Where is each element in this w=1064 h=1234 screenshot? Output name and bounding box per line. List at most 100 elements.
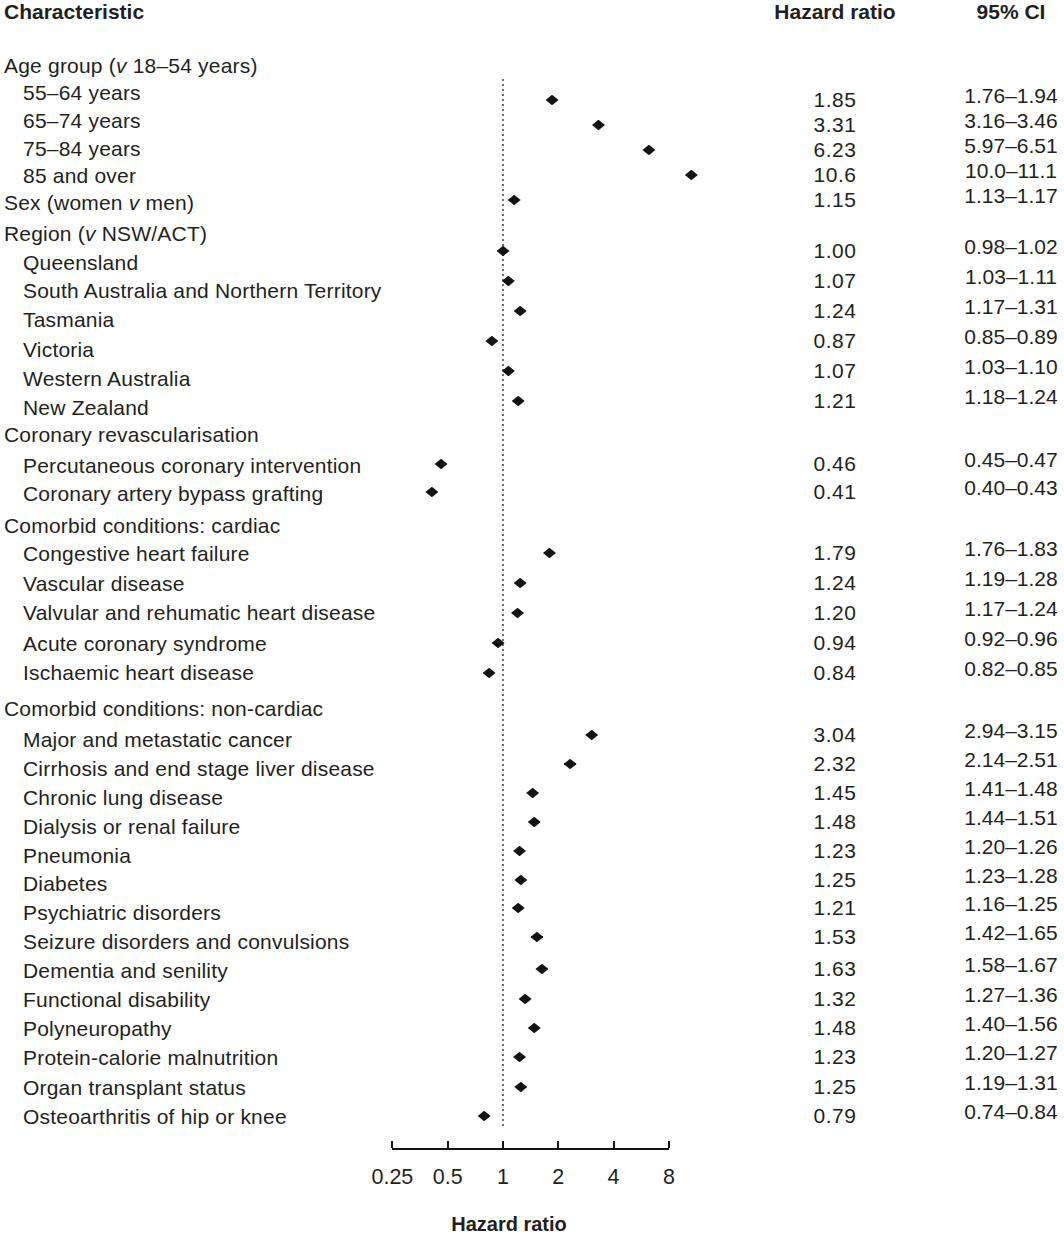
x-axis-tick-label: 2 [552, 1165, 564, 1190]
hazard-ratio-value: 10.6 [814, 163, 857, 187]
reference-line-hr1 [502, 79, 504, 1128]
hazard-ratio-value: 0.41 [814, 480, 857, 504]
row-label: 75–84 years [23, 137, 141, 161]
row-label: Functional disability [23, 988, 210, 1012]
x-axis-tick [613, 1141, 615, 1148]
column-header-hazard-ratio: Hazard ratio [774, 0, 895, 24]
hr-point-marker [508, 195, 521, 206]
x-axis-tick [447, 1141, 449, 1148]
hazard-ratio-value: 1.23 [814, 839, 857, 863]
group-header-label: Comorbid conditions: cardiac [4, 514, 280, 538]
hazard-ratio-value: 1.25 [814, 1075, 857, 1099]
hr-point-marker [511, 608, 524, 619]
hazard-ratio-value: 1.07 [814, 269, 857, 293]
ci-value: 5.97–6.51 [964, 134, 1057, 158]
hr-point-marker [513, 846, 526, 857]
x-axis-tick [557, 1141, 559, 1148]
x-axis-tick-label: 4 [608, 1165, 620, 1190]
x-axis-tick [668, 1141, 670, 1148]
ci-value: 0.92–0.96 [964, 627, 1057, 651]
hr-point-marker [585, 730, 598, 741]
x-axis-line [392, 1148, 669, 1150]
ci-value: 1.76–1.94 [964, 84, 1057, 108]
hazard-ratio-value: 1.24 [814, 571, 857, 595]
ci-value: 2.14–2.51 [964, 748, 1057, 772]
row-label: Seizure disorders and convulsions [23, 930, 349, 954]
row-label: 65–74 years [23, 109, 141, 133]
row-label: Organ transplant status [23, 1076, 246, 1100]
ci-value: 0.40–0.43 [964, 476, 1057, 500]
ci-value: 0.98–1.02 [964, 235, 1057, 259]
hr-point-marker [528, 817, 541, 828]
hazard-ratio-value: 0.79 [814, 1104, 857, 1128]
x-axis-title: Hazard ratio [451, 1213, 567, 1234]
hr-point-marker [497, 246, 510, 257]
ci-value: 0.45–0.47 [964, 448, 1057, 472]
row-label: Diabetes [23, 872, 107, 896]
row-label: Vascular disease [23, 572, 185, 596]
hazard-ratio-value: 1.45 [814, 781, 857, 805]
ci-value: 1.16–1.25 [964, 892, 1057, 916]
ci-value: 1.20–1.27 [964, 1041, 1057, 1065]
row-label: Tasmania [23, 308, 114, 332]
ci-value: 1.19–1.31 [964, 1071, 1057, 1095]
ci-value: 1.18–1.24 [964, 385, 1057, 409]
ci-value: 1.20–1.26 [964, 835, 1057, 859]
hazard-ratio-value: 1.15 [814, 188, 857, 212]
hr-point-marker [526, 788, 539, 799]
hr-point-marker [514, 875, 527, 886]
group-header-label: Age group (v 18–54 years) [4, 54, 258, 78]
x-axis-tick-label: 0.25 [371, 1165, 413, 1190]
ci-value: 3.16–3.46 [964, 109, 1057, 133]
forest-plot-figure: Characteristic Hazard ratio 95% CI Age g… [0, 0, 1064, 1234]
hr-point-marker [502, 276, 515, 287]
hazard-ratio-value: 1.85 [814, 88, 857, 112]
hr-point-marker [512, 396, 525, 407]
ci-value: 1.17–1.31 [964, 295, 1057, 319]
hazard-ratio-value: 1.00 [814, 239, 857, 263]
ci-value: 0.85–0.89 [964, 325, 1057, 349]
x-axis-tick-label: 1 [497, 1165, 509, 1190]
hazard-ratio-value: 6.23 [814, 138, 857, 162]
row-label: Osteoarthritis of hip or knee [23, 1105, 287, 1129]
ci-value: 1.44–1.51 [964, 806, 1057, 830]
row-label: Percutaneous coronary intervention [23, 454, 361, 478]
hazard-ratio-value: 1.48 [814, 1016, 857, 1040]
row-label: South Australia and Northern Territory [23, 279, 382, 303]
hazard-ratio-value: 1.23 [814, 1045, 857, 1069]
ci-value: 0.74–0.84 [964, 1100, 1057, 1124]
hr-point-marker [514, 306, 527, 317]
hr-point-marker [514, 1082, 527, 1093]
ci-value: 1.19–1.28 [964, 567, 1057, 591]
hr-point-marker [528, 1023, 541, 1034]
ci-value: 1.13–1.17 [964, 184, 1057, 208]
group-header-label: Comorbid conditions: non-cardiac [4, 697, 323, 721]
hazard-ratio-value: 1.24 [814, 299, 857, 323]
hr-point-marker [483, 668, 496, 679]
hazard-ratio-value: 0.94 [814, 631, 857, 655]
x-axis-tick-label: 8 [663, 1165, 675, 1190]
hr-point-marker [519, 994, 532, 1005]
hazard-ratio-value: 1.21 [814, 389, 857, 413]
row-label: Major and metastatic cancer [23, 728, 292, 752]
row-label: Queensland [23, 251, 138, 275]
ci-value: 10.0–11.1 [965, 159, 1057, 183]
hazard-ratio-value: 1.20 [814, 601, 857, 625]
hazard-ratio-value: 0.46 [814, 452, 857, 476]
hr-point-marker [685, 170, 698, 181]
hazard-ratio-value: 1.21 [814, 896, 857, 920]
ci-value: 1.76–1.83 [964, 537, 1057, 561]
ci-value: 1.41–1.48 [964, 777, 1057, 801]
row-label: Pneumonia [23, 844, 131, 868]
hr-point-marker [513, 1052, 526, 1063]
row-label: Acute coronary syndrome [23, 632, 267, 656]
hr-point-marker [514, 578, 527, 589]
hr-point-marker [478, 1111, 491, 1122]
row-label: Western Australia [23, 367, 191, 391]
ci-value: 2.94–3.15 [964, 719, 1057, 743]
hazard-ratio-value: 1.53 [814, 925, 857, 949]
row-label: Sex (women v men) [4, 191, 194, 215]
ci-value: 1.42–1.65 [964, 921, 1057, 945]
hazard-ratio-value: 3.04 [814, 723, 857, 747]
hr-point-marker [502, 366, 515, 377]
